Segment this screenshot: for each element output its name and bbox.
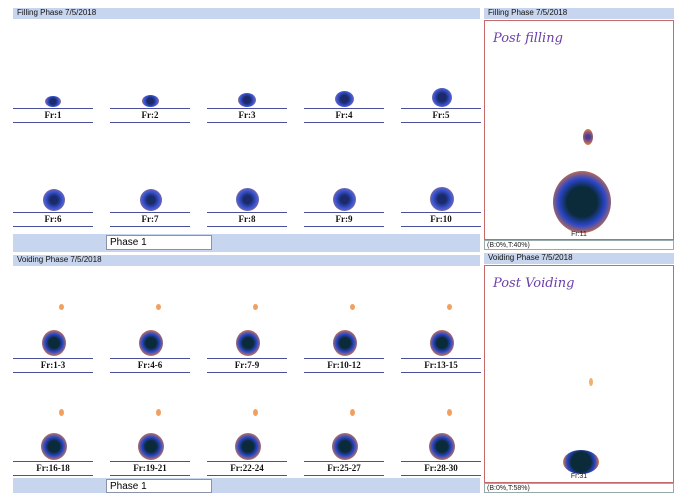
- scan-blob: [432, 88, 452, 107]
- scan-upper-spot: [156, 304, 161, 310]
- voiding-frame: Fr:16-18: [13, 409, 93, 483]
- scan-blob: [332, 433, 358, 460]
- filling-frame: Fr:5: [401, 88, 481, 130]
- frame-label: Fr:4: [335, 110, 353, 120]
- scan-upper-spot: [59, 409, 64, 416]
- frame-label: Fr:2: [141, 110, 159, 120]
- frame-label: Fr:13-15: [424, 360, 458, 370]
- voiding-frame: Fr:4-6: [110, 304, 190, 380]
- filling-frame: Fr:4: [304, 91, 384, 130]
- scan-blob: [45, 96, 61, 107]
- handwritten-note: Post filling: [493, 31, 563, 46]
- frame-label: Fr:28-30: [424, 463, 458, 473]
- frame-label: Fr:8: [238, 214, 256, 224]
- voiding-frame: Fr:10-12: [304, 304, 384, 380]
- scan-blob: [42, 330, 66, 356]
- scan-blob: [41, 433, 67, 460]
- frame-label: Fr:25-27: [327, 463, 361, 473]
- voiding-phase-label: Phase 1: [106, 479, 212, 493]
- scan-blob: [43, 189, 65, 211]
- scan-blob: [236, 188, 259, 211]
- voiding-header: Voiding Phase 7/5/2018: [13, 255, 480, 266]
- frame-label: Fr:16-18: [36, 463, 70, 473]
- scan-upper-spot: [350, 409, 355, 416]
- scan-blob: [139, 330, 163, 356]
- filling-frame: Fr:8: [207, 188, 287, 234]
- scan-blob: [430, 187, 454, 211]
- filling-frame: Fr:6: [13, 189, 93, 234]
- scan-blob: [236, 330, 260, 356]
- frame-label: Fr:6: [44, 214, 62, 224]
- scan-blob: [142, 95, 159, 107]
- voiding-panel-header: Voiding Phase 7/5/2018: [484, 253, 674, 264]
- scan-blob: [429, 433, 455, 460]
- scan-upper-spot: [589, 378, 593, 386]
- scan-blob: [140, 189, 162, 211]
- frame-label: Fr:4-6: [137, 360, 163, 370]
- voiding-big-panel: Post Voiding Fr:31: [484, 265, 674, 483]
- frame-label: Fr:31: [570, 473, 588, 480]
- voiding-stats: (B:0%,T:58%): [484, 483, 674, 493]
- filling-header: Filling Phase 7/5/2018: [13, 8, 480, 19]
- scan-upper-spot: [59, 304, 64, 310]
- filling-phase-label: Phase 1: [106, 235, 212, 250]
- filling-frame: Fr:1: [13, 96, 93, 130]
- filling-frame: Fr:10: [401, 187, 481, 234]
- handwritten-note: Post Voiding: [493, 276, 575, 291]
- scan-upper-spot: [156, 409, 161, 416]
- bladder-scan: [563, 450, 599, 474]
- filling-frame: Fr:9: [304, 188, 384, 234]
- voiding-phase-strip: [13, 478, 480, 493]
- scan-upper-spot: [447, 409, 452, 416]
- scan-blob: [138, 433, 164, 460]
- scan-blob: [333, 330, 357, 356]
- frame-label: Fr:7: [141, 214, 159, 224]
- voiding-frame: Fr:7-9: [207, 304, 287, 380]
- voiding-frame: Fr:28-30: [401, 409, 481, 483]
- bladder-scan: [553, 171, 611, 233]
- frame-label: Fr:3: [238, 110, 256, 120]
- scan-blob: [430, 330, 454, 356]
- frame-label: Fr:10-12: [327, 360, 361, 370]
- filling-panel-header: Filling Phase 7/5/2018: [484, 8, 674, 19]
- filling-big-panel: Post filling Fr:11: [484, 20, 674, 240]
- scan-upper-spot: [253, 304, 258, 310]
- frame-label: Fr:10: [430, 214, 452, 224]
- frame-label: Fr:19-21: [133, 463, 167, 473]
- voiding-frame: Fr:25-27: [304, 409, 384, 483]
- scan-upper-spot: [447, 304, 452, 310]
- frame-label: Fr:1: [44, 110, 62, 120]
- scan-upper-spot: [253, 409, 258, 416]
- frame-label: Fr:9: [335, 214, 353, 224]
- scan-blob: [235, 433, 261, 460]
- voiding-frame: Fr:1-3: [13, 304, 93, 380]
- voiding-frame: Fr:22-24: [207, 409, 287, 483]
- frame-label: Fr:11: [571, 231, 587, 238]
- voiding-frame: Fr:13-15: [401, 304, 481, 380]
- voiding-frame: Fr:19-21: [110, 409, 190, 483]
- scan-blob: [335, 91, 354, 107]
- filling-frame: Fr:2: [110, 95, 190, 130]
- filling-stats: (B:0%,T:40%): [484, 240, 674, 250]
- frame-label: Fr:5: [432, 110, 450, 120]
- frame-label: Fr:22-24: [230, 463, 264, 473]
- scan-upper-spot: [583, 129, 593, 145]
- scan-upper-spot: [350, 304, 355, 310]
- frame-label: Fr:1-3: [40, 360, 66, 370]
- filling-frame: Fr:3: [207, 93, 287, 130]
- filling-phase-strip: [13, 234, 480, 252]
- scan-blob: [238, 93, 256, 107]
- filling-frame: Fr:7: [110, 189, 190, 234]
- frame-label: Fr:7-9: [234, 360, 260, 370]
- scan-blob: [333, 188, 356, 211]
